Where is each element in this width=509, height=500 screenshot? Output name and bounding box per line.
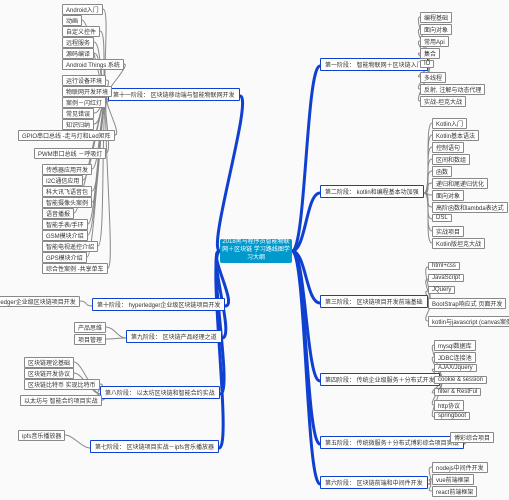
leaf-r1-10: Kotlin版坦克大战 <box>432 238 485 249</box>
branch-left-0: 第十一阶段： 区块链移动端与智能物联网开发 <box>108 88 240 101</box>
leaf-r3-6: springboot <box>434 412 470 420</box>
leaf-l0-2: 自定义控件 <box>62 26 100 37</box>
leaf-r1-2: 控制语句 <box>432 142 464 153</box>
branch-right-5: 第六阶段： 区块链前端和中间件开发 <box>320 476 428 489</box>
branch-left-3: 第八阶段： 以太坊区块链和智能合约实战 <box>100 386 220 399</box>
leaf-l0-18: 智能手表/手环 <box>42 219 88 230</box>
leaf-l0-19: GSM模块介绍 <box>42 230 88 241</box>
leaf-r1-1: Kotlin基本语法 <box>432 130 479 141</box>
leaf-l0-3: 远程服务 <box>62 37 94 48</box>
leaf-r2-2: JQuery <box>428 286 455 294</box>
leaf-l0-8: 案例－闪红灯 <box>62 97 106 108</box>
leaf-r1-8: DSL <box>432 214 452 222</box>
leaf-l0-16: 智能摄像头案例 <box>42 197 92 208</box>
branch-right-3: 第四阶段： 传统企业级服务＋分布式开发 <box>320 373 440 386</box>
leaf-l0-11: GPIO串口总线 -走马灯和Led矩阵 <box>18 130 115 141</box>
leaf-r3-3: cookie & session <box>434 376 487 384</box>
leaf-r2-1: JavaScript <box>428 274 464 282</box>
branch-left-2: 第九阶段： 区块链产品经理之道 <box>126 330 222 343</box>
root-node: 2018黑马程序员智能物联网＋区块链 学习路线图学习大纲 <box>220 239 292 263</box>
branch-right-4: 第五阶段： 传统微服务＋分布式博彩综合项目实战 <box>320 436 464 449</box>
leaf-l0-5: Android Things 系统 <box>62 59 124 70</box>
leaf-r2-0: html+css <box>428 262 460 270</box>
leaf-l1-0: hyperledger企业级区块链项目开发 <box>0 296 80 307</box>
leaf-l0-14: I2C通信应用 <box>42 175 83 186</box>
leaf-l0-7: 物联网开发环境 <box>62 86 112 97</box>
leaf-r3-0: mysql数据库 <box>434 340 476 351</box>
leaf-r0-1: 面向对象 <box>420 24 452 35</box>
leaf-r5-2: react前端框架 <box>432 486 477 497</box>
leaf-r1-4: 函数 <box>432 166 452 177</box>
leaf-r1-9: 实战项目 <box>432 226 464 237</box>
branch-right-2: 第三阶段： 区块链项目开发前端基础 <box>320 295 428 308</box>
leaf-l0-0: Android入门 <box>62 4 103 15</box>
leaf-l3-3: 以太坊与 智能合约项目实战 <box>20 395 102 406</box>
leaf-l0-15: 科大讯飞语音包 <box>42 186 92 197</box>
leaf-r1-0: Kotlin入门 <box>432 118 467 129</box>
leaf-l0-13: 传感器应用开发 <box>42 164 92 175</box>
leaf-r0-2: 常用Api <box>420 36 449 47</box>
leaf-l0-21: GPS模块介绍 <box>42 252 87 263</box>
leaf-l0-17: 语音播报 <box>42 208 74 219</box>
leaf-r2-3: BootStrap响应式 页面开发 <box>428 298 506 309</box>
leaf-l0-1: 动画 <box>62 15 82 26</box>
branch-right-0: 第一阶段： 智能物联网＋区块链入门 <box>320 58 428 71</box>
leaf-r1-5: 递归和尾递归优化 <box>432 178 488 189</box>
leaf-r0-5: 多线程 <box>420 72 446 83</box>
leaf-l0-22: 综合性案例 -共享单车 <box>42 263 108 274</box>
leaf-r0-3: 集合 <box>420 48 440 59</box>
leaf-l0-9: 常见错误 <box>62 108 94 119</box>
leaf-r1-6: 面向对象 <box>432 190 464 201</box>
leaf-r0-7: 实战-坦克大战 <box>420 96 466 107</box>
leaf-l0-20: 智能电视遥控介绍 <box>42 241 98 252</box>
branch-left-4: 第七阶段： 区块链项目实战－ipfs音乐播放器 <box>90 440 219 453</box>
leaf-r3-1: JDBC连接池 <box>434 352 476 363</box>
leaf-r0-6: 反射, 注解与动态代理 <box>420 84 485 95</box>
leaf-l0-6: 运行设备环境 <box>62 75 106 86</box>
branch-left-1: 第十阶段： hyperledger企业级区块链项目开发 <box>92 298 225 311</box>
branch-right-1: 第二阶段： kotlin和编程基本功加强 <box>320 185 424 198</box>
leaf-l2-1: 项目管理 <box>74 334 106 345</box>
leaf-r5-0: nodejs中间件开发 <box>432 462 488 473</box>
leaf-r2-4: kotlin与javascript (canvas案例) <box>428 316 509 327</box>
leaf-r0-4: IO <box>420 60 434 68</box>
leaf-r1-3: 区间和数组 <box>432 154 470 165</box>
leaf-r1-7: 高阶函数和lambda表达式 <box>432 202 508 213</box>
leaf-r4-0: 博彩综合项目 <box>450 432 494 443</box>
leaf-r3-2: AJAX/Jquery <box>434 364 477 372</box>
leaf-l2-0: 产品思维 <box>74 322 106 333</box>
leaf-l4-0: ipfs音乐播放器 <box>18 430 65 441</box>
leaf-r3-4: filter & RestFul <box>434 388 481 396</box>
leaf-l3-2: 区块链比特币 实现比特币 <box>24 379 100 390</box>
leaf-l0-4: 源码编译 <box>62 48 94 59</box>
leaf-l0-10: 知识归纳 <box>62 119 94 130</box>
leaf-l3-0: 区块链理论基础 <box>24 357 74 368</box>
leaf-r5-1: vue前端框架 <box>432 474 474 485</box>
leaf-r0-0: 编程基础 <box>420 12 452 23</box>
leaf-r3-5: http协议 <box>434 400 464 411</box>
leaf-l3-1: 区块链开发协议 <box>24 368 74 379</box>
leaf-l0-12: PWM串口总线 －呼吸灯 <box>34 148 106 159</box>
